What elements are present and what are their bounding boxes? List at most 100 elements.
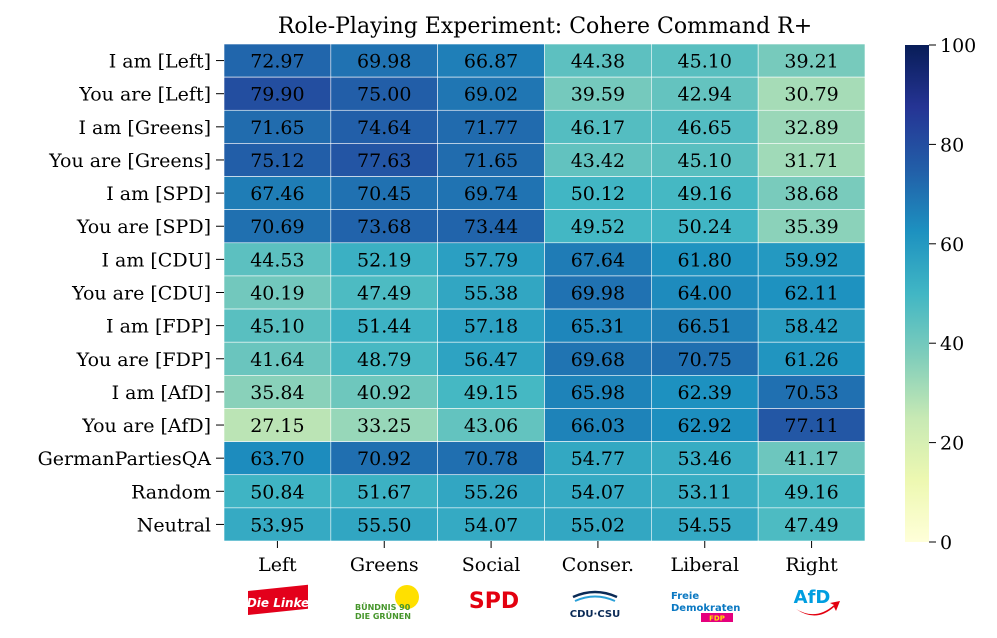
heatmap-cell xyxy=(330,441,438,476)
row-label: You are [Left] xyxy=(78,84,211,106)
heatmap-cell xyxy=(437,408,545,442)
heatmap-cell xyxy=(651,43,759,78)
cell-value-label: 53.95 xyxy=(250,514,304,536)
cell-value-label: 55.26 xyxy=(464,481,518,503)
cell-value-label: 65.98 xyxy=(571,382,625,404)
row-label: I am [AfD] xyxy=(112,382,211,404)
cell-value-label: 69.98 xyxy=(357,51,411,73)
heatmap-cell xyxy=(757,176,866,210)
cell-value-label: 79.90 xyxy=(250,84,304,106)
cell-value-label: 48.79 xyxy=(357,349,411,371)
cell-value-label: 57.79 xyxy=(464,249,518,271)
cell-value-label: 55.50 xyxy=(357,514,411,536)
colorbar-tick-label: 20 xyxy=(940,433,964,455)
heatmap-cell xyxy=(757,375,866,409)
cell-value-label: 75.12 xyxy=(250,150,304,172)
cell-value-label: 42.94 xyxy=(678,84,732,106)
cell-value-label: 50.12 xyxy=(571,183,625,205)
cell-value-label: 67.46 xyxy=(250,183,304,205)
row-label: I am [Left] xyxy=(109,51,211,73)
heatmap-cell xyxy=(544,109,652,144)
colorbar-tick-label: 100 xyxy=(940,35,976,57)
heatmap-cells xyxy=(223,43,866,542)
heatmap-cell xyxy=(223,176,332,210)
column-label: Conser. xyxy=(562,554,634,576)
fdp-logo-line1: Freie xyxy=(671,591,699,602)
spd-logo: SPD xyxy=(469,589,519,614)
row-label: I am [SPD] xyxy=(106,183,211,205)
cell-value-label: 66.87 xyxy=(464,51,518,73)
cell-value-label: 53.46 xyxy=(678,448,732,470)
fdp-logo-line2: Demokraten xyxy=(671,603,740,614)
heatmap-cell xyxy=(651,109,759,144)
cell-value-label: 74.64 xyxy=(357,117,411,139)
heatmap-cell xyxy=(437,242,545,277)
heatmap-cell xyxy=(544,43,652,78)
cell-value-label: 56.47 xyxy=(464,349,518,371)
cell-value-label: 31.71 xyxy=(784,150,838,172)
cell-value-label: 32.89 xyxy=(784,117,838,139)
cell-value-label: 40.92 xyxy=(357,382,411,404)
column-label: Liberal xyxy=(670,554,739,576)
cell-value-label: 61.80 xyxy=(678,249,732,271)
heatmap-cell xyxy=(223,507,332,542)
heatmap-cell xyxy=(223,375,332,409)
colorbar-tick-label: 40 xyxy=(940,333,964,355)
heatmap-cell xyxy=(437,143,545,177)
heatmap-cell xyxy=(223,209,332,244)
row-label: I am [CDU] xyxy=(101,249,211,271)
heatmap-cell xyxy=(651,143,759,177)
afd-logo-text: AfD xyxy=(794,587,831,608)
heatmap-cell xyxy=(437,474,545,509)
heatmap-cell xyxy=(651,308,759,343)
heatmap-cell xyxy=(330,507,438,542)
colorbar-tick-label: 0 xyxy=(940,532,952,554)
cdu-csu-logo-text: CDU·CSU xyxy=(570,609,620,620)
cell-value-label: 55.38 xyxy=(464,283,518,305)
heatmap-cell xyxy=(544,242,652,277)
heatmap-cell xyxy=(223,441,332,476)
cell-value-label: 52.19 xyxy=(357,249,411,271)
heatmap-cell xyxy=(223,308,332,343)
die-linke-logo: Die Linke xyxy=(247,584,309,615)
heatmap-cell xyxy=(544,275,652,310)
heatmap-cell xyxy=(544,76,652,111)
column-label: Left xyxy=(258,554,297,576)
sun-icon xyxy=(395,585,419,609)
cell-value-label: 70.78 xyxy=(464,448,518,470)
heatmap-cell xyxy=(223,43,332,78)
heatmap-cell xyxy=(223,474,332,509)
cell-value-label: 71.77 xyxy=(464,117,518,139)
heatmap-cell xyxy=(330,242,438,277)
cell-value-label: 55.02 xyxy=(571,514,625,536)
row-label: You are [Greens] xyxy=(48,150,211,172)
row-label: Neutral xyxy=(137,514,211,536)
greens-logo: BÜNDNIS 90 DIE GRÜNEN xyxy=(355,585,419,621)
heatmap-cell xyxy=(223,109,332,144)
heatmap-cell xyxy=(757,109,866,144)
cell-value-label: 50.24 xyxy=(678,216,732,238)
heatmap-cell xyxy=(330,341,438,376)
cell-value-label: 41.64 xyxy=(250,349,304,371)
cell-value-label: 39.21 xyxy=(784,51,838,73)
column-label: Social xyxy=(462,554,521,576)
row-label: I am [FDP] xyxy=(106,316,211,338)
cell-value-label: 49.16 xyxy=(784,481,838,503)
cell-value-label: 47.49 xyxy=(784,514,838,536)
cell-value-label: 63.70 xyxy=(250,448,304,470)
heatmap-cell xyxy=(437,441,545,476)
chart-title: Role-Playing Experiment: Cohere Command … xyxy=(278,14,812,39)
cell-value-label: 41.17 xyxy=(784,448,838,470)
cell-value-label: 47.49 xyxy=(357,283,411,305)
heatmap-cell xyxy=(757,43,866,78)
heatmap-cell xyxy=(330,143,438,177)
heatmap-cell xyxy=(330,408,438,442)
cell-value-label: 65.31 xyxy=(571,316,625,338)
row-label: You are [CDU] xyxy=(71,283,211,305)
cell-value-label: 72.97 xyxy=(250,51,304,73)
heatmap-cell xyxy=(651,209,759,244)
cell-value-label: 58.42 xyxy=(784,316,838,338)
cell-value-label: 54.55 xyxy=(678,514,732,536)
row-label: GermanPartiesQA xyxy=(38,448,212,470)
